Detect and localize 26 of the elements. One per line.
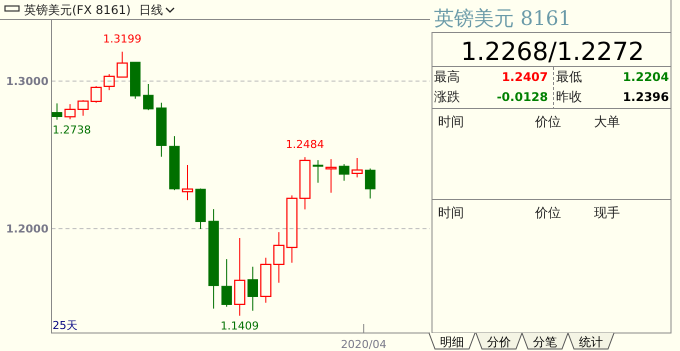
text: 最低: [556, 70, 582, 85]
text: 1.2396: [622, 90, 669, 104]
chart-subtitle: 日线: [139, 3, 163, 17]
y-tick-label: 1.2000: [6, 222, 49, 236]
chart-title: 英镑美元(FX 8161): [24, 3, 131, 17]
text: 1.2204: [622, 70, 669, 84]
text: 现手: [594, 206, 620, 221]
text: 英镑美元 8161: [434, 6, 572, 30]
annotation: 25天: [52, 319, 78, 332]
text: 大单: [594, 115, 620, 130]
text: 价位: [534, 206, 561, 221]
text: 时间: [438, 115, 464, 130]
text: 最高: [434, 69, 460, 85]
text: 2020/04: [340, 338, 387, 351]
text: 涨跌: [434, 90, 460, 105]
annotation: 1.2484: [286, 138, 324, 152]
annotation: 1.2738: [52, 124, 91, 137]
text: 价位: [534, 115, 561, 130]
y-tick-label: 1.3000: [6, 75, 49, 88]
text: 时间: [438, 206, 464, 221]
annotation: 1.1409: [220, 320, 259, 333]
text: 1.2268/1.2272: [460, 37, 644, 66]
text: 1.2407: [502, 70, 548, 84]
text: 昨收: [556, 90, 582, 105]
annotation: 1.3199: [103, 32, 142, 46]
text: -0.0128: [496, 90, 548, 104]
